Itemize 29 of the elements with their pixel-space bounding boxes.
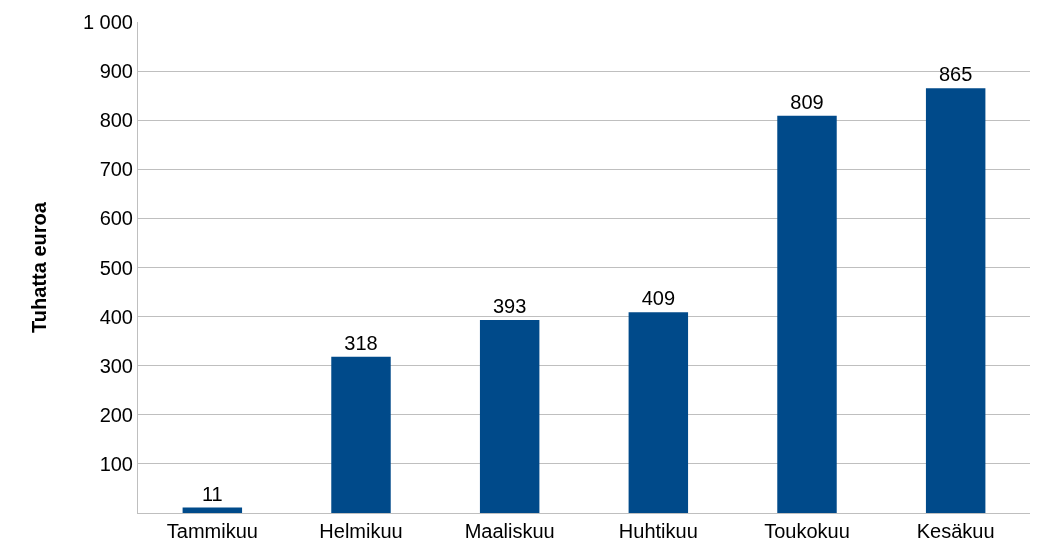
data-label: 409 xyxy=(641,287,676,310)
x-tick-label: Maaliskuu xyxy=(464,520,555,542)
bar xyxy=(479,320,540,513)
bar xyxy=(777,115,837,513)
y-tick-label: 600 xyxy=(99,207,133,230)
data-label: 11 xyxy=(201,482,223,505)
x-tick-label: Kesäkuu xyxy=(916,520,995,542)
y-tick-label: 200 xyxy=(99,403,133,426)
y-axis-title: Tuhatta euroa xyxy=(28,201,51,333)
y-tick-label: 500 xyxy=(99,256,133,279)
y-tick-label: 900 xyxy=(99,60,133,83)
y-tick-label: 800 xyxy=(99,109,133,132)
y-tick-label: 700 xyxy=(99,158,133,181)
bar xyxy=(628,312,689,513)
data-label: 809 xyxy=(790,90,824,113)
y-tick-label: 100 xyxy=(99,452,133,475)
bar xyxy=(182,507,243,513)
data-label: 865 xyxy=(938,63,973,86)
x-tick-label: Huhtikuu xyxy=(618,520,698,542)
data-label: 318 xyxy=(344,331,378,354)
y-tick-label: 400 xyxy=(99,305,133,328)
y-tick-label: 300 xyxy=(99,354,133,377)
y-tick-label: 1 000 xyxy=(82,11,133,33)
bar xyxy=(331,356,391,513)
x-tick-label: Toukokuu xyxy=(764,520,850,542)
data-label: 393 xyxy=(492,295,527,318)
x-tick-label: Helmikuu xyxy=(319,520,403,542)
x-tick-label: Tammikuu xyxy=(166,520,258,542)
bar xyxy=(925,88,986,513)
